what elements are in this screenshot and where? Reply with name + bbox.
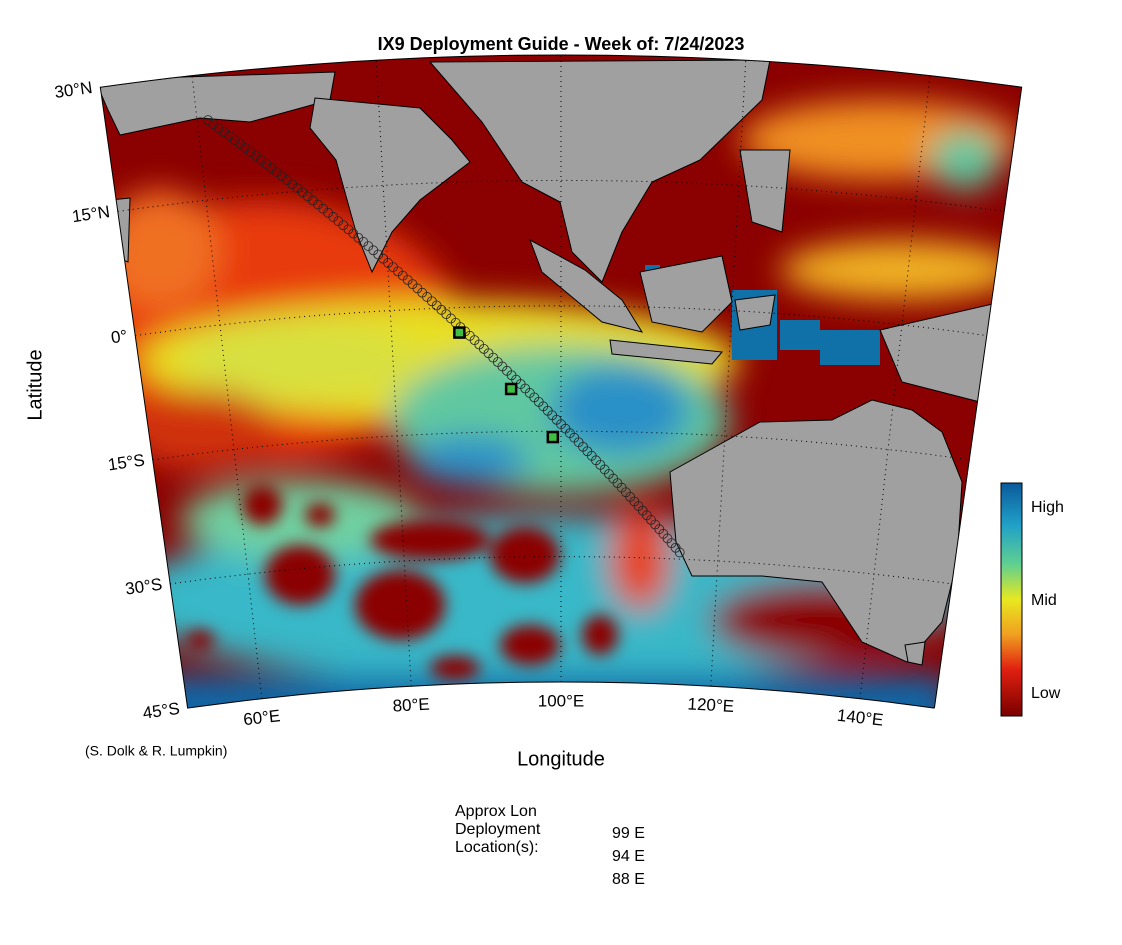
- deployment-location: 88 E: [612, 871, 645, 888]
- colorbar-label: Low: [1031, 685, 1061, 702]
- colorbar: [1000, 482, 1023, 717]
- deployment-heading: Approx Lon: [455, 803, 537, 820]
- track-dot: [229, 134, 240, 145]
- deployment-heading: Location(s):: [455, 839, 539, 856]
- ship-track: [203, 115, 685, 558]
- colorbar-label: High: [1031, 499, 1064, 516]
- lon-tick-label: 60°E: [242, 706, 281, 729]
- track-dot: [203, 115, 213, 126]
- lon-tick-label: 80°E: [392, 695, 430, 716]
- field: [100, 100, 1020, 709]
- deployment-location: 94 E: [612, 848, 645, 865]
- track-dot: [245, 146, 256, 157]
- track-dot: [250, 150, 261, 161]
- track-dot: [287, 179, 298, 190]
- lat-tick-label: 15°N: [71, 202, 111, 226]
- lat-grid-line: [170, 556, 952, 585]
- lon-tick-label: 120°E: [687, 694, 735, 716]
- track-dot: [235, 138, 245, 149]
- track-dot: [213, 123, 224, 133]
- track-dot: [261, 158, 272, 169]
- x-axis-label: Longitude: [517, 748, 605, 770]
- lon-tick-label: 140°E: [836, 706, 884, 730]
- track-dot: [266, 163, 277, 173]
- lat-tick-label: 30°S: [124, 575, 163, 599]
- track-dot: [224, 131, 235, 141]
- eddies: [186, 485, 618, 680]
- title: IX9 Deployment Guide - Week of: 7/24/202…: [378, 34, 745, 54]
- colorbar-label: Mid: [1031, 592, 1057, 609]
- deployment-marker: [546, 430, 560, 444]
- track-dot: [219, 127, 229, 137]
- credit: (S. Dolk & R. Lumpkin): [85, 743, 227, 759]
- lon-tick-label: 100°E: [538, 691, 585, 710]
- lat-tick-label: 45°S: [142, 699, 181, 723]
- track-dot: [282, 175, 293, 185]
- track-dot: [271, 167, 282, 177]
- deployment-location: 99 E: [612, 825, 645, 842]
- map-area: [100, 55, 1022, 709]
- land: [100, 59, 1011, 666]
- deployment-marker: [453, 326, 466, 339]
- track-dot: [277, 171, 287, 181]
- lat-tick-label: 15°S: [107, 450, 146, 474]
- map-frame: [99, 54, 1023, 709]
- lat-tick-label: 0°: [110, 326, 129, 347]
- track-dot: [240, 142, 251, 153]
- y-axis-label: Latitude: [24, 349, 46, 420]
- lat-tick-label: 30°N: [53, 78, 93, 102]
- deployment-heading: Deployment: [455, 821, 541, 838]
- track-dot: [208, 119, 219, 129]
- deployment-marker: [504, 382, 518, 396]
- track-dot: [256, 154, 266, 165]
